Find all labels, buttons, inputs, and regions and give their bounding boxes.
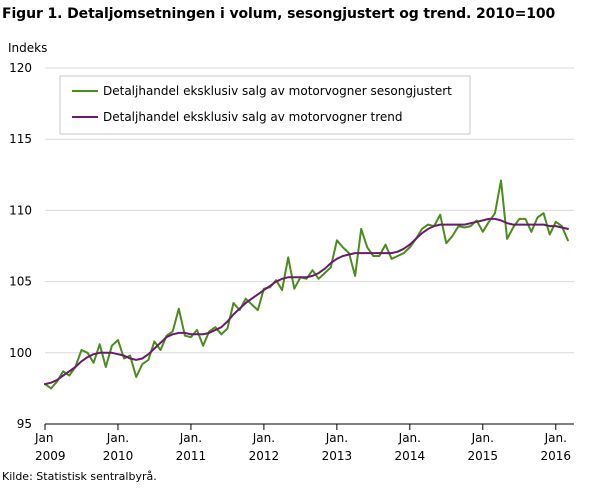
x-tick-label-month-4: Jan. bbox=[325, 431, 348, 445]
x-axis-ticks: Jan 2009 Jan. 2010 Jan. 2011 Jan. 2012 Jan. 2013 J… bbox=[34, 424, 571, 463]
legend-label-trend: Detaljhandel eksklusiv salg av motorvogn… bbox=[103, 110, 402, 124]
legend-label-seasonal: Detaljhandel eksklusiv salg av motorvogn… bbox=[103, 84, 452, 98]
x-tick-label-year-4: 2013 bbox=[322, 449, 353, 463]
source-note: Kilde: Statistisk sentralbyrå. bbox=[2, 470, 157, 483]
x-tick-label-year-3: 2012 bbox=[249, 449, 280, 463]
y-tick-label-115: 115 bbox=[9, 132, 32, 146]
x-tick-label-year-5: 2014 bbox=[395, 449, 426, 463]
y-axis-ticks: 95 100 105 110 115 120 bbox=[9, 61, 32, 431]
figure-title: Figur 1. Detaljomsetningen i volum, seso… bbox=[2, 6, 556, 22]
series-line-1 bbox=[44, 217, 569, 386]
legend: Detaljhandel eksklusiv salg av motorvogn… bbox=[59, 75, 471, 135]
y-tick-label-100: 100 bbox=[9, 346, 32, 360]
x-tick-label-year-2: 2011 bbox=[176, 449, 207, 463]
legend-box bbox=[59, 75, 471, 135]
y-tick-label-105: 105 bbox=[9, 275, 32, 289]
y-tick-label-110: 110 bbox=[9, 203, 32, 217]
x-tick-label-month-0: Jan bbox=[34, 431, 54, 445]
y-tick-label-95: 95 bbox=[17, 417, 32, 431]
x-tick-label-month-5: Jan. bbox=[398, 431, 421, 445]
x-tick-label-month-3: Jan. bbox=[252, 431, 275, 445]
x-tick-label-month-1: Jan. bbox=[106, 431, 129, 445]
x-tick-label-year-1: 2010 bbox=[103, 449, 134, 463]
series-lines bbox=[44, 179, 569, 390]
x-tick-label-year-0: 2009 bbox=[35, 449, 66, 463]
y-axis-title: Indeks bbox=[8, 41, 48, 55]
y-tick-label-120: 120 bbox=[9, 61, 32, 75]
x-tick-label-month-7: Jan. bbox=[544, 431, 567, 445]
gridlines bbox=[45, 67, 574, 425]
x-tick-label-month-2: Jan. bbox=[179, 431, 202, 445]
x-tick-label-month-6: Jan. bbox=[471, 431, 494, 445]
x-tick-label-year-7: 2016 bbox=[540, 449, 571, 463]
x-tick-label-year-6: 2015 bbox=[468, 449, 499, 463]
series-line-0 bbox=[44, 179, 569, 390]
